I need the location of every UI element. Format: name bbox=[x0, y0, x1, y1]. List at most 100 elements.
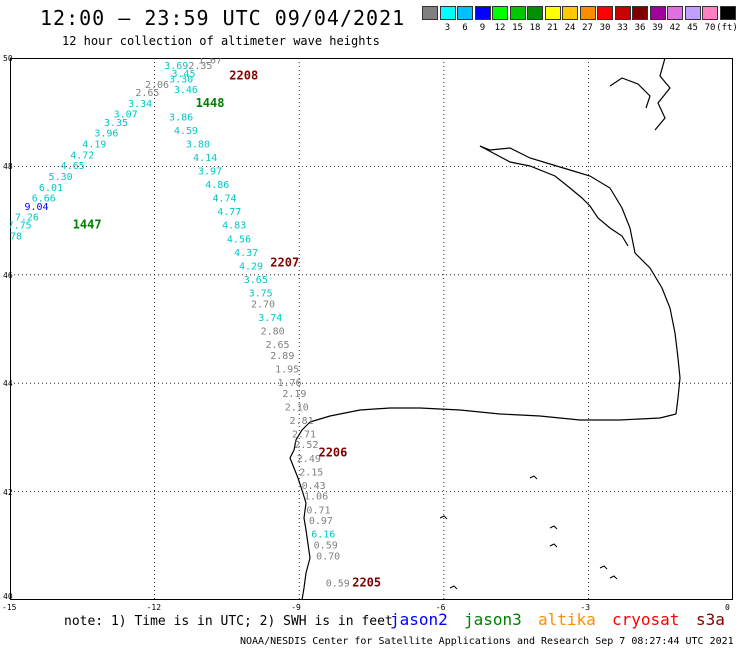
swh-label: 4.77 bbox=[217, 207, 241, 218]
swh-label: 4.74 bbox=[212, 194, 236, 205]
swh-label: 2.15 bbox=[299, 467, 323, 478]
credit-line: NOAA/NESDIS Center for Satellite Applica… bbox=[240, 636, 734, 647]
swh-label: 2.19 bbox=[282, 389, 306, 400]
swh-label: 3.34 bbox=[128, 99, 152, 110]
swh-label: 3.96 bbox=[94, 129, 118, 140]
swh-label: 7.75 bbox=[10, 221, 32, 232]
footer-note: note: 1) Time is in UTC; 2) SWH is in fe… bbox=[64, 614, 393, 629]
swh-label: 3.80 bbox=[186, 139, 210, 150]
time-label: 2205 bbox=[352, 575, 381, 589]
page-title: 12:00 – 23:59 UTC 09/04/2021 bbox=[40, 6, 406, 30]
scale-swatch bbox=[492, 6, 508, 20]
scale-swatch bbox=[614, 6, 631, 20]
scale-swatch bbox=[509, 6, 526, 20]
coast-fragment bbox=[529, 475, 538, 480]
swh-label: 1.76 bbox=[278, 378, 302, 389]
swh-label: 1.95 bbox=[275, 364, 299, 375]
swh-label: 0.43 bbox=[302, 481, 326, 492]
coastline bbox=[654, 58, 671, 131]
satellite-cryosat: cryosat bbox=[612, 610, 680, 629]
swh-label: 3.35 bbox=[104, 118, 128, 129]
swh-label: 3.45 bbox=[171, 69, 195, 80]
coast-fragment bbox=[449, 585, 458, 590]
scale-label: 24 bbox=[564, 23, 576, 33]
swh-label: 4.29 bbox=[239, 261, 263, 272]
scale-label: 21 bbox=[547, 23, 558, 33]
swh-label: 4.86 bbox=[205, 180, 229, 191]
swh-label: 3.30 bbox=[169, 74, 193, 85]
scale-swatch bbox=[702, 6, 718, 20]
swh-label: 2.89 bbox=[270, 351, 294, 362]
scale-swatch bbox=[632, 6, 648, 20]
swh-label: 3.97 bbox=[198, 167, 222, 178]
lon-label: -9 bbox=[291, 603, 301, 612]
swh-label: 2.81 bbox=[290, 416, 314, 427]
swh-label: 3.86 bbox=[169, 112, 193, 123]
scale-label: 15 bbox=[512, 23, 523, 33]
swh-label: 2.49 bbox=[297, 454, 321, 465]
lat-label: 48 bbox=[3, 162, 13, 172]
time-label: 1447 bbox=[73, 218, 102, 232]
swh-label: 1.67 bbox=[198, 58, 222, 66]
scale-swatch bbox=[474, 6, 491, 20]
swh-label: 3.75 bbox=[249, 288, 273, 299]
swh-label: 2.65 bbox=[265, 340, 289, 351]
swh-label: 3.07 bbox=[114, 110, 138, 121]
coastline bbox=[289, 421, 311, 600]
time-label: 2206 bbox=[318, 445, 347, 459]
scale-label: 6 bbox=[462, 23, 468, 33]
lat-label: 44 bbox=[3, 379, 13, 389]
swh-label: 4.83 bbox=[222, 221, 246, 232]
swh-label: 8.78 bbox=[10, 232, 22, 243]
lon-label: -3 bbox=[580, 603, 591, 612]
lat-label: 42 bbox=[3, 487, 13, 497]
swh-label: 6.66 bbox=[32, 194, 56, 205]
scale-label: 33 bbox=[617, 23, 628, 33]
scale-swatch bbox=[579, 6, 596, 20]
swh-label: 2.35 bbox=[188, 61, 212, 72]
swh-label: 2.06 bbox=[145, 80, 169, 91]
scale-label: 36 bbox=[634, 23, 646, 33]
swh-label: 4.14 bbox=[193, 153, 217, 164]
lon-label: 0 bbox=[725, 603, 730, 612]
satellite-jason3: jason3 bbox=[464, 610, 522, 629]
swh-label: 3.46 bbox=[174, 85, 198, 96]
lon-label: -12 bbox=[146, 603, 162, 612]
scale-label: 30 bbox=[599, 23, 611, 33]
satellite-jason2: jason2 bbox=[390, 610, 448, 629]
coast-fragment bbox=[609, 575, 618, 580]
scale-unit: (ft) bbox=[716, 23, 738, 33]
time-label: 1448 bbox=[196, 96, 225, 110]
swh-label: 1.06 bbox=[304, 492, 328, 503]
swh-label: 4.65 bbox=[61, 161, 85, 172]
coastline bbox=[479, 145, 681, 415]
swh-label: 2.65 bbox=[135, 88, 159, 99]
map-frame bbox=[10, 58, 733, 600]
scale-label: 70 bbox=[704, 23, 716, 33]
swh-label: 9.04 bbox=[24, 202, 48, 213]
swh-label: 3.69 bbox=[164, 61, 188, 72]
coastline bbox=[609, 77, 651, 109]
lat-label: 50 bbox=[3, 54, 13, 63]
lon-label: -6 bbox=[435, 603, 446, 612]
swh-label: 0.59 bbox=[326, 578, 350, 589]
scale-swatch bbox=[597, 6, 613, 20]
lat-label: 40 bbox=[3, 592, 13, 601]
swh-label: 7.26 bbox=[15, 213, 39, 224]
scale-swatch bbox=[649, 6, 666, 20]
swh-label: 2.70 bbox=[251, 299, 275, 310]
swh-label: 4.56 bbox=[227, 234, 251, 245]
swh-label: 0.71 bbox=[306, 505, 330, 516]
scale-label: 42 bbox=[669, 23, 681, 33]
coastline bbox=[309, 407, 677, 423]
time-label: 2207 bbox=[270, 256, 299, 270]
scale-label: 39 bbox=[652, 23, 663, 33]
scale-swatch bbox=[719, 6, 736, 20]
swh-label: 0.70 bbox=[316, 551, 340, 562]
swh-label: 0.97 bbox=[309, 516, 333, 527]
wave-height-map: 1.673.69 2.353.453.302.06 3.462.653.343.07… bbox=[10, 58, 733, 600]
swh-label: 2.10 bbox=[285, 402, 309, 413]
scale-swatch bbox=[422, 6, 438, 20]
satellite-s3a: s3a bbox=[696, 610, 725, 629]
lat-label: 46 bbox=[3, 270, 13, 280]
